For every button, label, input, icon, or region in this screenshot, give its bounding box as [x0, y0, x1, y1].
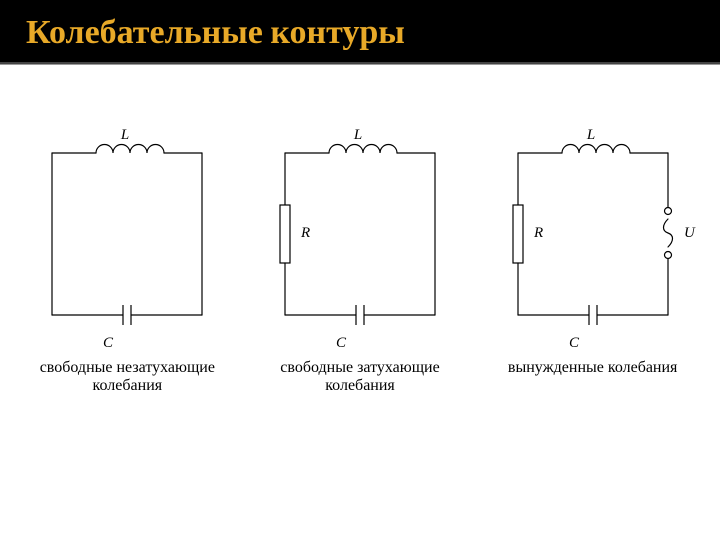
header: Колебательные контуры: [0, 0, 720, 64]
lc-circuit-diagram: L C: [22, 125, 232, 355]
circuit-caption-2: свободные затухающие колебания: [280, 359, 439, 396]
c-label: C: [103, 335, 114, 351]
circuit-panel-2: L R C свободные затухающие колебания: [253, 125, 468, 396]
circuit-caption-1: свободные незатухающие колебания: [40, 359, 215, 396]
circuit-panel-3: L R U C вынужденные колебания: [485, 125, 700, 396]
circuit-caption-3: вынужденные колебания: [508, 359, 678, 377]
page-title: Колебательные контуры: [26, 12, 720, 52]
l-label: L: [353, 127, 362, 143]
forced-rlc-circuit-diagram: L R U C: [488, 125, 698, 355]
l-label: L: [120, 127, 129, 143]
circuit-panel-1: L C свободные незатухающие колебания: [20, 125, 235, 396]
r-label: R: [300, 225, 310, 241]
content-row: L C свободные незатухающие колебания L: [0, 65, 720, 396]
u-label: U: [684, 225, 696, 241]
r-label: R: [533, 225, 543, 241]
c-label: C: [569, 335, 580, 351]
l-label: L: [586, 127, 595, 143]
c-label: C: [336, 335, 347, 351]
rlc-circuit-diagram: L R C: [255, 125, 465, 355]
